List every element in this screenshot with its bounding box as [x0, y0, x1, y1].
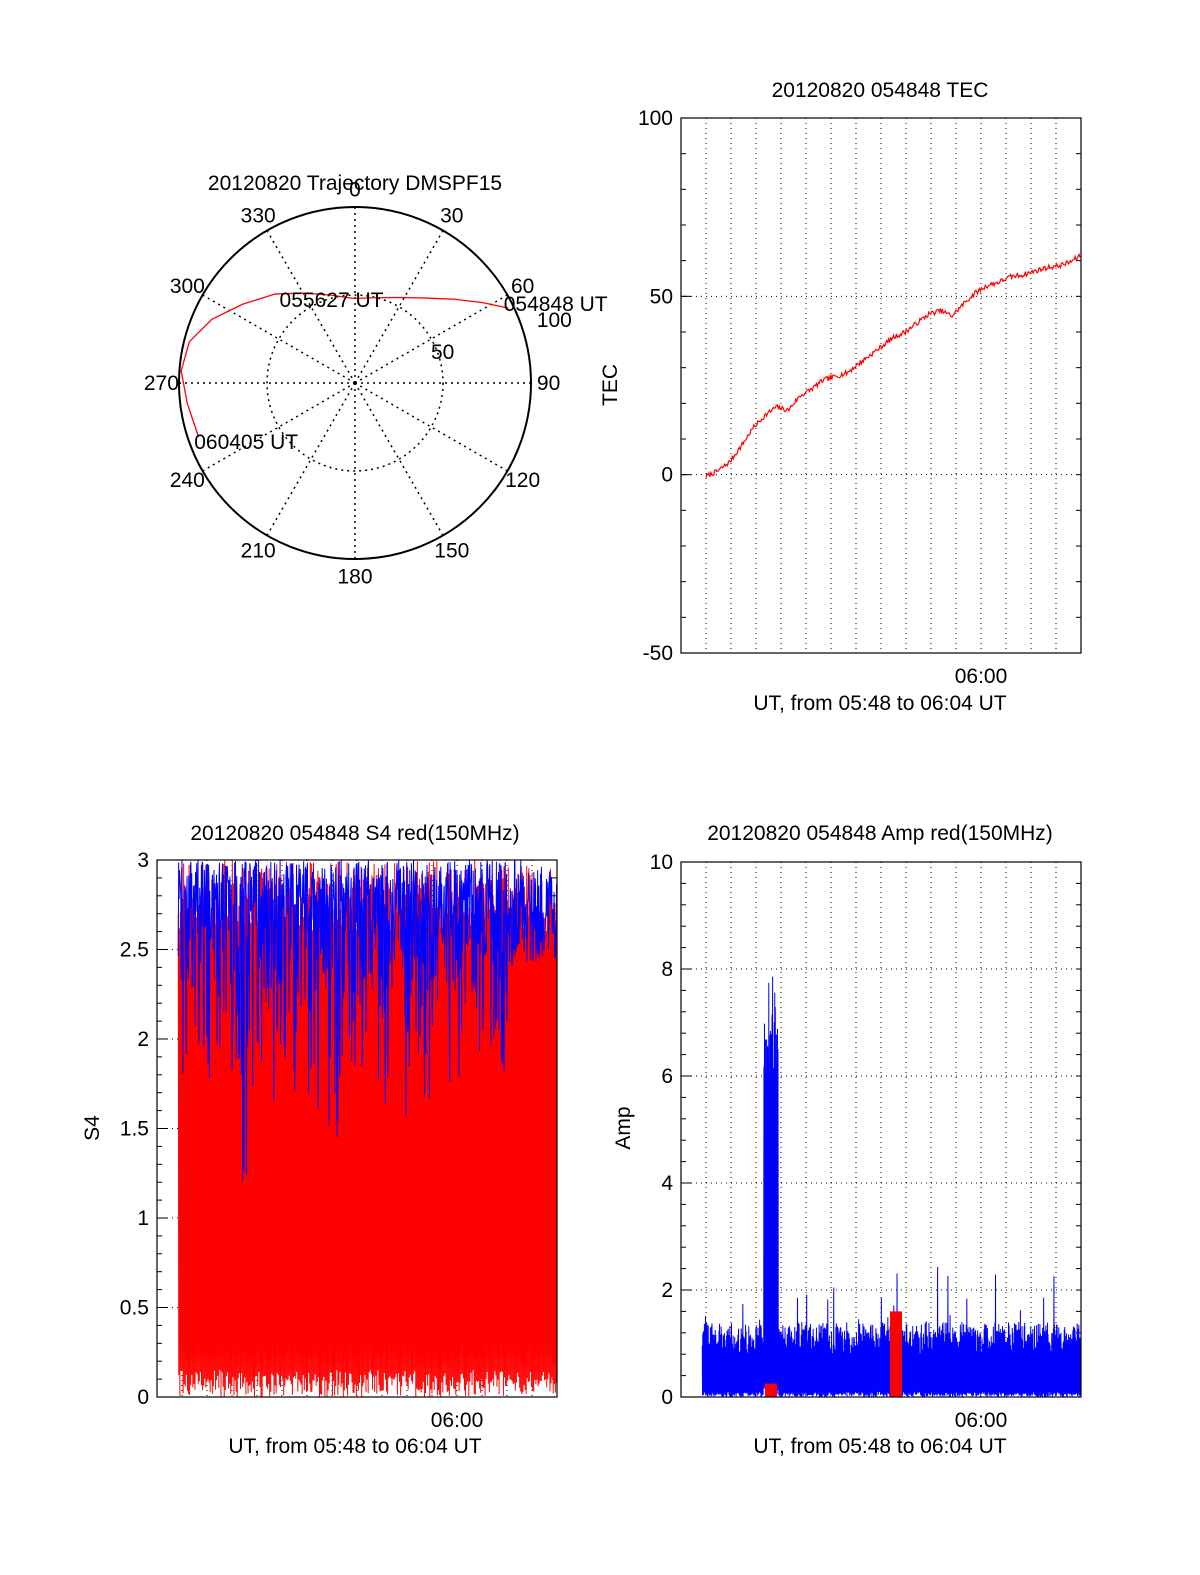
- plot-frame: [680, 861, 1082, 1398]
- tec-xlabel: UT, from 05:48 to 06:04 UT: [753, 692, 1006, 715]
- polar-angle-label: 150: [434, 540, 469, 563]
- polar-radial-label: 50: [431, 341, 454, 364]
- trajectory-title: 20120820 Trajectory DMSPF15: [208, 172, 502, 195]
- y-tick-label: 0: [661, 1386, 673, 1409]
- y-tick-label: 0: [137, 1386, 149, 1409]
- y-tick-label: 2.5: [120, 939, 149, 962]
- polar-angle-labels: 0 30 60 90 120 150 180 210 240 270 300 330 50 100: [144, 178, 572, 588]
- trajectory-time-label: 055627 UT: [280, 289, 384, 312]
- y-tick-label: 100: [638, 107, 673, 130]
- trajectory-annotations: 054848 UT 055627 UT 060405 UT: [194, 289, 608, 454]
- polar-angle-label: 120: [505, 469, 540, 492]
- s4-blue-series: [177, 859, 558, 1181]
- amp-ylabel: Amp: [612, 1106, 635, 1149]
- s4-chart: 20120820 054848 S4 red(150MHz) UT, from …: [81, 822, 558, 1458]
- trajectory-line: [180, 292, 509, 438]
- y-tick-label: 8: [661, 958, 673, 981]
- polar-grid: [178, 206, 532, 560]
- x-tick-label: 06:00: [955, 665, 1008, 688]
- y-tick-label: 0.5: [120, 1297, 149, 1320]
- polar-angle-label: 90: [537, 372, 560, 395]
- polar-angle-label: 300: [170, 275, 205, 298]
- tec-chart: 20120820 054848 TEC UT, from 05:48 to 06…: [599, 79, 1082, 715]
- s4-xlabel: UT, from 05:48 to 06:04 UT: [228, 1435, 481, 1458]
- amp-chart: 20120820 054848 Amp red(150MHz) UT, from…: [612, 822, 1082, 1458]
- y-tick-label: 2: [137, 1028, 149, 1051]
- polar-angle-label: 60: [511, 275, 534, 298]
- y-tick-label: 2: [661, 1279, 673, 1302]
- y-tick-label: 6: [661, 1065, 673, 1088]
- amp-title: 20120820 054848 Amp red(150MHz): [707, 822, 1053, 845]
- polar-radial-label: 100: [537, 309, 572, 332]
- amp-red-spike: [765, 1383, 777, 1397]
- tec-series-line: [705, 252, 1081, 478]
- trajectory-polar-chart: 20120820 Trajectory DMSPF15 0 30 60 90 120 15…: [144, 172, 608, 589]
- polar-spoke: [266, 382, 356, 536]
- s4-ylabel: S4: [81, 1115, 104, 1141]
- plot-frame: [680, 117, 1082, 654]
- plot-frame: [156, 859, 558, 1398]
- trajectory-path: [180, 292, 509, 438]
- amp-red-spike: [890, 1311, 902, 1397]
- y-tick-label: 1: [137, 1207, 149, 1230]
- trajectory-time-label: 054848 UT: [504, 293, 608, 316]
- y-tick-label: 3: [137, 849, 149, 872]
- polar-angle-label: 180: [337, 566, 372, 589]
- polar-angle-label: 330: [241, 204, 276, 227]
- x-tick-label: 06:00: [431, 1409, 484, 1432]
- polar-angle-label: 30: [440, 204, 463, 227]
- tec-title: 20120820 054848 TEC: [772, 79, 989, 102]
- y-tick-label: -50: [643, 642, 673, 665]
- polar-angle-label: 0: [349, 178, 361, 201]
- polar-angle-label: 240: [170, 469, 205, 492]
- trajectory-time-label: 060405 UT: [194, 431, 298, 454]
- polar-inner-ring: [266, 294, 444, 472]
- y-tick-label: 4: [661, 1172, 673, 1195]
- y-tick-label: 10: [650, 851, 673, 874]
- amp-xlabel: UT, from 05:48 to 06:04 UT: [753, 1435, 1006, 1458]
- tec-ylabel: TEC: [599, 364, 622, 406]
- x-tick-label: 06:00: [955, 1409, 1008, 1432]
- s4-title: 20120820 054848 S4 red(150MHz): [190, 822, 519, 845]
- polar-spoke: [354, 382, 508, 472]
- polar-angle-label: 210: [241, 540, 276, 563]
- y-tick-label: 1.5: [120, 1118, 149, 1141]
- polar-angle-label: 270: [144, 372, 179, 395]
- y-tick-label: 50: [650, 285, 673, 308]
- y-tick-label: 0: [661, 464, 673, 487]
